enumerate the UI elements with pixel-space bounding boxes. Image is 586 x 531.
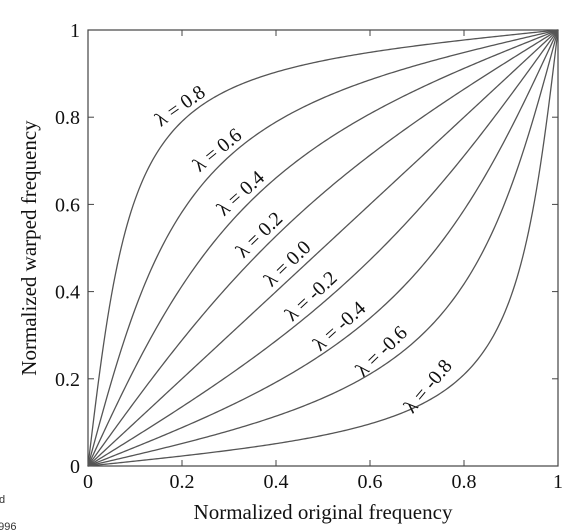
- warping-curve: [87, 29, 559, 467]
- curve-label: λ = 0.6: [189, 124, 246, 176]
- warping-curve: [87, 29, 559, 467]
- y-tick-label: 1: [70, 20, 80, 42]
- warping-curve: [87, 29, 559, 467]
- y-tick-label: 0.2: [55, 369, 80, 391]
- y-tick-label: 0: [70, 456, 80, 478]
- x-tick-label: 0: [83, 471, 93, 493]
- warping-curve: [87, 29, 559, 467]
- curve-labels: λ = 0.8λ = 0.6λ = 0.4λ = 0.2λ = 0.0λ = -…: [151, 81, 457, 417]
- x-axis-label: Normalized original frequency: [194, 500, 453, 524]
- curve-label: λ = -0.8: [400, 355, 457, 417]
- x-tick-label: 0.6: [358, 471, 383, 493]
- warping-curve: [87, 29, 559, 467]
- warping-curve: [87, 29, 559, 467]
- y-axis-label: Normalized warped frequency: [17, 120, 41, 376]
- x-tick-label: 1: [553, 471, 563, 493]
- x-tick-label: 0.8: [452, 471, 477, 493]
- curve-label: λ = 0.4: [213, 167, 269, 221]
- warping-curve: [87, 29, 559, 467]
- plot-frame: [87, 29, 559, 467]
- x-tick-label: 0.2: [170, 471, 195, 493]
- curve-label: λ = 0.2: [232, 208, 288, 263]
- y-tick-label: 0.6: [55, 194, 80, 216]
- warping-curve: [87, 29, 559, 467]
- plot-area: 0 0.2 0.4 0.6 0.8 1 0 0.2 0.4 0.6 0.8 1 λ = 0.8λ = …: [55, 20, 563, 493]
- warping-curves: [87, 29, 559, 467]
- cropped-text-fragment-2: 1996: [0, 521, 16, 531]
- y-tick-label: 0.4: [55, 282, 80, 304]
- y-tick-label: 0.8: [55, 107, 80, 129]
- curve-label: λ = 0.0: [260, 236, 316, 291]
- cropped-text-fragment-1: d: [0, 494, 5, 506]
- axis-ticks: 0 0.2 0.4 0.6 0.8 1 0 0.2 0.4 0.6 0.8 1: [55, 20, 563, 493]
- x-tick-label: 0.4: [264, 471, 289, 493]
- warping-curve: [87, 29, 559, 467]
